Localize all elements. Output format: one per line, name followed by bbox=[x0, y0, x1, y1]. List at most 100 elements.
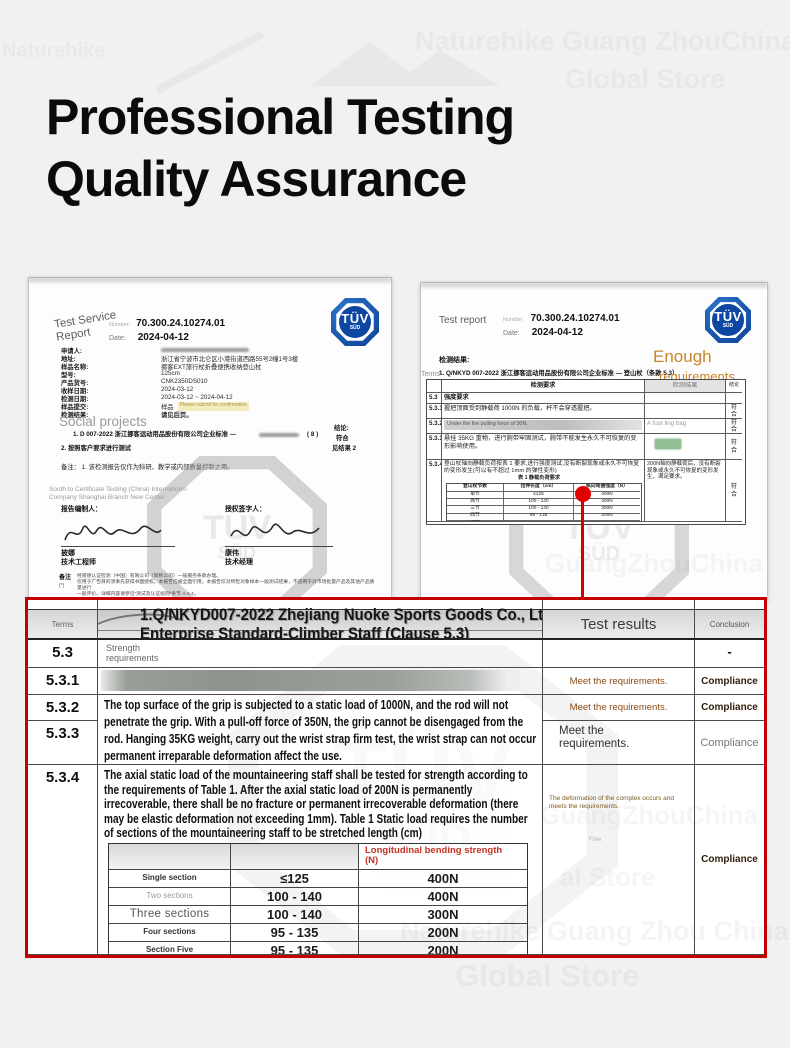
row-id: 5.3.4 bbox=[28, 765, 98, 955]
callout-dot bbox=[575, 486, 591, 502]
signer-label: 授权签字人： bbox=[225, 506, 266, 513]
conclusion-cell: Compliance bbox=[695, 695, 764, 721]
header-result: 检测结果 bbox=[645, 380, 726, 393]
scan-fold-line bbox=[98, 630, 542, 631]
row-id: 5.3 bbox=[28, 640, 98, 668]
field-test-result: 检测结果: 请见后页。 bbox=[61, 412, 193, 419]
test-result-cell: The deformation of the complex occurs an… bbox=[543, 765, 695, 955]
test-report-document: Test report Number 70.300.24.10274.01 Da… bbox=[420, 282, 768, 623]
preparer-title: 技术工程师 bbox=[61, 559, 96, 566]
standard-line: 1. Q/NKYD 007-2022 浙江挪客运动用品股份有限公司企业标准 — … bbox=[439, 370, 679, 377]
signer-title: 技术经理 bbox=[225, 559, 253, 566]
preparer-name: 披娜 bbox=[61, 550, 75, 557]
header-requirement: 检测要求 bbox=[442, 380, 645, 393]
requirement-cell: The axial static load of the mountaineer… bbox=[98, 765, 543, 955]
report-date-row: Date: 2024-04-12 bbox=[503, 327, 583, 338]
header-terms-cell: Terms bbox=[28, 600, 98, 640]
field-applicant: 申请人: bbox=[61, 346, 361, 355]
highlight-patch bbox=[655, 439, 681, 449]
field-sample-submit: 样品提交: 样品 Please submit for confirmation bbox=[61, 402, 249, 411]
redacted-patch bbox=[259, 433, 299, 437]
report-type-label: Test report bbox=[439, 315, 487, 326]
requirement-cell bbox=[98, 668, 543, 695]
callout-leader-line bbox=[581, 500, 584, 599]
signature-right bbox=[230, 523, 320, 537]
page-title-line1: Professional Testing bbox=[46, 89, 515, 145]
field-item-number: 产品货号: CNK2350DS010 bbox=[61, 378, 208, 387]
tuv-sud-logo: TÜV SÜD bbox=[331, 298, 379, 346]
conclusion-compliant: 符合 bbox=[726, 404, 742, 419]
signature-rule-left bbox=[61, 546, 175, 547]
redacted-row-overlay: Under the fire pulling force of 30N, bbox=[444, 420, 642, 430]
translation-overlay-terms: Terms bbox=[421, 371, 441, 378]
conclusion-cell: Compliance bbox=[695, 721, 764, 765]
signer-name: 康伟 bbox=[225, 550, 239, 557]
header-conclusion: 结论 bbox=[726, 380, 742, 393]
watermark-text: Naturehike Guang ZhouChina bbox=[415, 26, 790, 56]
field-address: 地址: 浙江省宁波市北仑区小港街道西路55号2幢1号3楼 bbox=[61, 356, 299, 363]
signature-left bbox=[64, 525, 162, 541]
field-test-date: 检测日期: 2024-03-12 ~ 2024-04-12 bbox=[61, 394, 233, 403]
watermark-text: Global Store bbox=[565, 64, 726, 94]
redacted-bar bbox=[101, 670, 520, 691]
conclusion-label: 结论: bbox=[334, 425, 349, 432]
standard-title: 1.Q/NKYD007-2022 Zhejiang Nuoke Sports G… bbox=[140, 605, 543, 640]
standard-line-2: 2. 按照客户要求进行测试 bbox=[61, 445, 131, 452]
header-title-cell: 1.Q/NKYD007-2022 Zhejiang Nuoke Sports G… bbox=[98, 600, 543, 640]
tuv-logo-text: TÜV bbox=[341, 311, 369, 326]
conclusion-cell: - bbox=[695, 640, 764, 668]
watermark-text: Global Store bbox=[455, 958, 640, 993]
header-conclusion-cell: Conclusion bbox=[695, 600, 764, 640]
requirement-cell: The top surface of the grip is subjected… bbox=[98, 695, 543, 765]
smudged-header bbox=[231, 843, 359, 870]
row-id: 5.3.2 bbox=[28, 695, 98, 721]
faint-overlay: Free bbox=[589, 837, 602, 843]
report-number-row: Number 70.300.24.10274.01 bbox=[503, 313, 620, 324]
field-model: 型号: 125cm bbox=[61, 370, 180, 379]
zoomed-result-table: TÜV SÜD Terms 1.Q/NKYD007-2022 Zhejiang … bbox=[25, 597, 767, 958]
test-result-cell: Meet the requirements. bbox=[543, 668, 695, 695]
scan-smudge bbox=[29, 278, 391, 285]
field-sample-name: 样品名称: 挪客EXT旅行杖折叠便携收纳登山杖 bbox=[61, 364, 262, 371]
see-result: 见结果 2 bbox=[332, 445, 357, 452]
report-number-row: Number: 70.300.24.10274.01 bbox=[109, 318, 226, 329]
footnote-text: 经南德认证检测（中国）有限公司（简称公司）一般服务条款办理。 仅用于广告目的须事… bbox=[77, 574, 375, 597]
translation-overlay: Please submit for confirmation bbox=[177, 402, 249, 411]
conclusion-cell: Compliance bbox=[695, 668, 764, 695]
tuv-watermark: TÜV SÜD bbox=[147, 456, 327, 621]
watermark-text: Naturehike bbox=[2, 40, 106, 62]
table1-caption: 表 1 静载负荷要求 bbox=[517, 474, 561, 481]
results-heading: 检测结果: bbox=[439, 357, 470, 364]
bending-strength-header: Longitudinal bending strength (N) bbox=[359, 844, 527, 870]
standard-line: 1. D 007-2022 浙江挪客运动用品股份有限公司企业标准 — bbox=[73, 431, 237, 438]
preparer-label: 报告编制人： bbox=[61, 506, 102, 513]
conclusion-cell: Compliance bbox=[695, 765, 764, 955]
conclusion-value: 符合 bbox=[336, 435, 349, 442]
table1-static-load-zoomed: Longitudinal bending strength (N) Single… bbox=[108, 842, 528, 954]
row-id: 5.3.1 bbox=[28, 668, 98, 695]
scan-smudge bbox=[421, 283, 767, 290]
field-received-date: 收样日期: 2024-03-12 bbox=[61, 386, 194, 395]
page-title: Professional Testing Quality Assurance bbox=[46, 86, 515, 210]
redacted-value bbox=[161, 348, 249, 352]
company-name-en: South to Certificate Testing (China) Int… bbox=[49, 486, 188, 501]
tuv-sud-logo: TÜV SÜD bbox=[705, 297, 751, 343]
result-table: 检测要求 检测结果 结论 5.3 强度要求 5.3.1 握把顶面受到静载荷 10… bbox=[426, 379, 746, 525]
footnote-label: 备注 bbox=[59, 575, 72, 581]
test-result-cell: Meet the requirements. bbox=[543, 721, 695, 765]
requirement-cell: Strength requirements bbox=[98, 640, 543, 668]
translation-overlay: A foot ling bag bbox=[645, 419, 726, 434]
header-test-results-cell: Test results bbox=[543, 600, 695, 640]
translation-overlay-enough: Enough bbox=[653, 347, 712, 366]
report-note: 备注： 1. 该检测报告仅作为科研、教学或内部质量控制之用。 bbox=[61, 464, 234, 471]
smudged-header bbox=[109, 843, 231, 870]
watermark-logo-mountain bbox=[310, 42, 500, 86]
signature-rule-right bbox=[225, 546, 333, 547]
watermark-slash bbox=[155, 30, 265, 93]
test-result-cell: Meet the requirements. bbox=[543, 695, 695, 721]
test-service-report-document: Test Service Report Number: 70.300.24.10… bbox=[28, 277, 392, 621]
report-date-row: Date: 2024-04-12 bbox=[109, 332, 189, 343]
row-id: 5.3.3 bbox=[28, 721, 98, 765]
table1-static-load: 登山杖节数 拉伸长度（cm） 纵向弯曲强度（N） 单节 ≤125 400N 两节… bbox=[446, 483, 642, 521]
